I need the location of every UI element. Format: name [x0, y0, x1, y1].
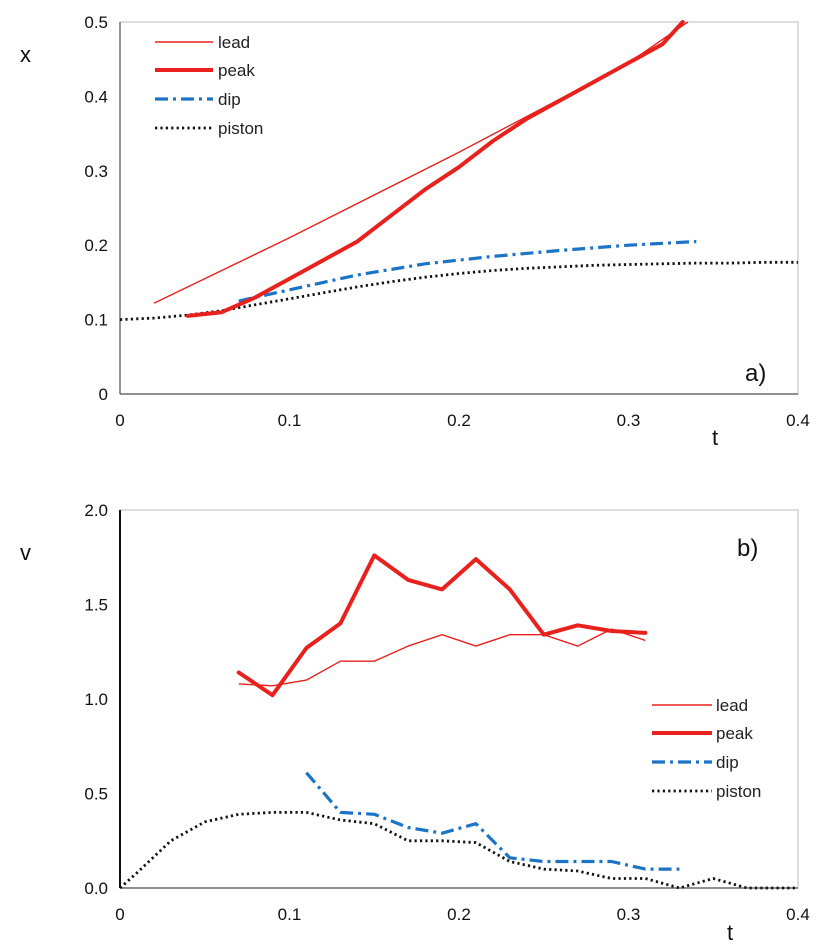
chart-panel-b: 0.0 0.5 1.0 1.5 2.0 0 0.1 0.2 0.3 0.4 v t b) lea…: [20, 501, 810, 945]
legend-label-peak: peak: [716, 724, 753, 743]
y-tick-labels: 0.0 0.5 1.0 1.5 2.0: [84, 501, 108, 898]
y-tick-label: 2.0: [84, 501, 108, 520]
x-tick-label: 0.1: [278, 411, 302, 430]
legend-label-piston: piston: [218, 119, 263, 138]
legend-item-dip: dip: [652, 753, 739, 772]
legend-item-lead: lead: [155, 33, 250, 52]
panel-label: b): [737, 535, 758, 562]
x-tick-label: 0.4: [786, 905, 810, 924]
legend-label-dip: dip: [716, 753, 739, 772]
y-tick-labels: 0 0.1 0.2 0.3 0.4 0.5: [84, 13, 108, 404]
legend-item-lead: lead: [652, 696, 748, 715]
legend: lead peak dip piston: [155, 33, 263, 138]
x-tick-label: 0: [115, 905, 124, 924]
series-line-lead: [238, 628, 646, 687]
chart-panel-a: 0 0.1 0.2 0.3 0.4 0.5 0 0.1 0.2 0.3 0.4 x t a) le…: [20, 13, 810, 450]
x-tick-labels: 0 0.1 0.2 0.3 0.4: [115, 905, 810, 924]
panel-label: a): [745, 360, 766, 387]
legend-item-peak: peak: [652, 724, 753, 743]
legend-label-peak: peak: [218, 61, 255, 80]
legend-label-dip: dip: [218, 90, 241, 109]
x-tick-label: 0.4: [786, 411, 810, 430]
y-tick-label: 0.4: [84, 87, 108, 106]
legend-label-lead: lead: [716, 696, 748, 715]
x-tick-label: 0.3: [617, 905, 641, 924]
series-line-peak: [185, 20, 685, 318]
y-tick-label: 0: [99, 385, 108, 404]
legend-item-piston: piston: [652, 782, 761, 801]
series-line-piston: [119, 811, 798, 890]
y-tick-label: 1.0: [84, 690, 108, 709]
x-tick-label: 0.2: [447, 411, 471, 430]
x-tick-label: 0: [115, 411, 124, 430]
x-tick-label: 0.2: [447, 905, 471, 924]
plot-area-frame: [119, 509, 799, 889]
x-tick-label: 0.1: [278, 905, 302, 924]
x-tick-labels: 0 0.1 0.2 0.3 0.4: [115, 411, 810, 430]
legend-item-peak: peak: [155, 61, 255, 80]
y-tick-label: 0.0: [84, 879, 108, 898]
x-axis-label: t: [712, 425, 718, 450]
legend-label-lead: lead: [218, 33, 250, 52]
y-tick-label: 1.5: [84, 596, 108, 615]
y-tick-label: 0.5: [84, 785, 108, 804]
series-line-dip: [238, 239, 697, 303]
y-axis-label: v: [20, 540, 31, 565]
legend-item-piston: piston: [155, 119, 263, 138]
series-layer: [119, 20, 798, 321]
y-tick-label: 0.5: [84, 13, 108, 32]
legend-item-dip: dip: [155, 90, 241, 109]
series-line-peak: [236, 553, 648, 698]
y-tick-label: 0.1: [84, 311, 108, 330]
legend: lead peak dip piston: [652, 696, 761, 801]
y-axis-label: x: [20, 42, 31, 67]
series-layer: [119, 553, 798, 890]
y-tick-label: 0.3: [84, 162, 108, 181]
legend-label-piston: piston: [716, 782, 761, 801]
series-line-dip: [305, 771, 680, 871]
series-line-lead: [153, 21, 689, 304]
x-tick-label: 0.3: [617, 411, 641, 430]
y-tick-label: 0.2: [84, 236, 108, 255]
x-axis-label: t: [727, 920, 733, 945]
